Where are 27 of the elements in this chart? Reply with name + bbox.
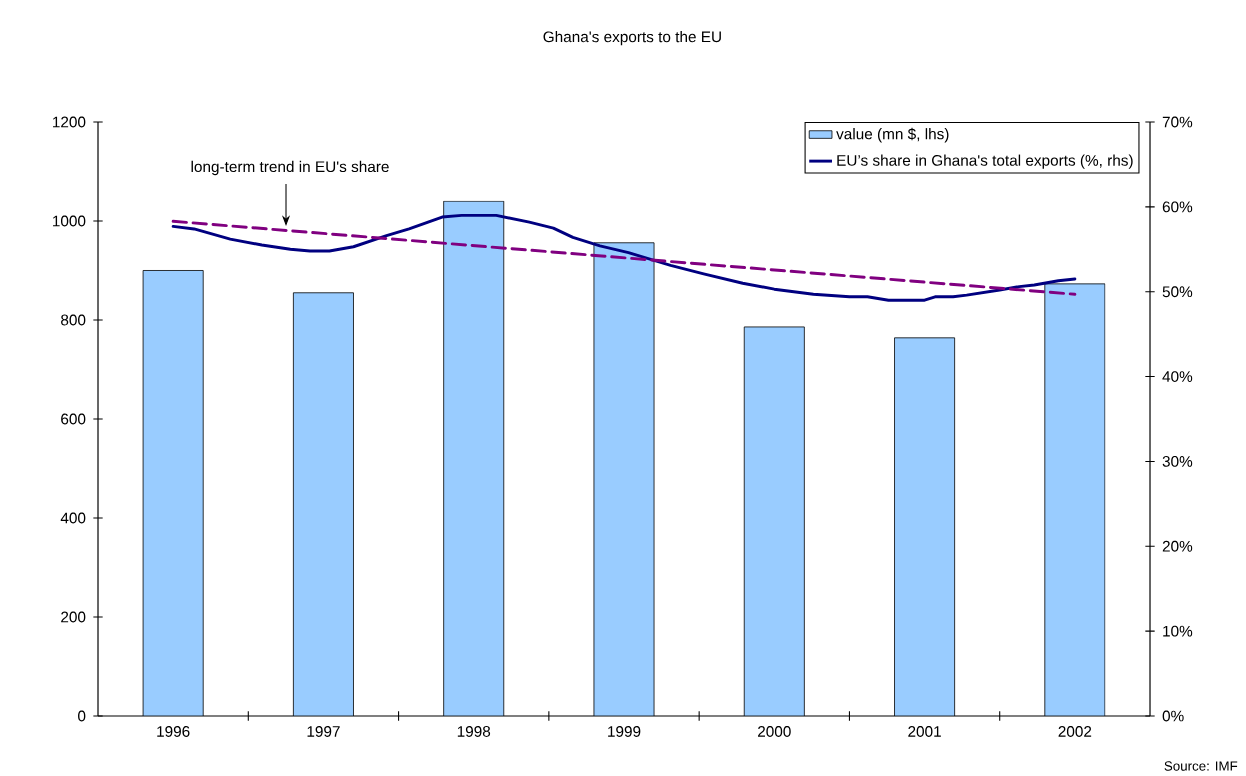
y2-tick-label: 40% (1162, 371, 1193, 382)
y2-tick-label: 60% (1162, 201, 1193, 213)
y2-tick-label: 30% (1162, 456, 1193, 467)
y2-tick-label: 20% (1162, 540, 1193, 552)
y-tick-label: 400 (60, 512, 86, 524)
chart-title: Ghana's exports to the EU (543, 31, 721, 46)
x-tick-label: 1996 (157, 726, 190, 737)
y-tick-label: 0 (78, 710, 86, 722)
y-tick-label: 800 (61, 314, 86, 326)
annotation: long-term trend in EU's share (191, 160, 389, 176)
y2-tick-label: 0% (1162, 710, 1184, 722)
x-tick-label: 2002 (1058, 726, 1092, 737)
y-tick-label: 1200 (53, 116, 86, 128)
source-note: Source: IMF (1164, 761, 1238, 771)
y2-tick-label: 70% (1162, 116, 1193, 128)
x-tick-label: 1998 (457, 726, 491, 737)
x-tick-label: 2001 (908, 726, 941, 737)
x-tick-label: 2000 (758, 726, 791, 737)
y2-tick-label: 10% (1163, 625, 1193, 637)
y-tick-label: 200 (61, 611, 86, 623)
legend-label: EU’s share in Ghana's total exports (%, rhs) (837, 154, 1133, 169)
x-tick-label: 1997 (307, 726, 340, 737)
y-tick-label: 600 (61, 413, 86, 425)
y2-tick-label: 50% (1162, 286, 1193, 298)
y-tick-label: 1000 (53, 215, 86, 227)
x-tick-label: 1999 (608, 726, 641, 737)
legend-label: value (mn $, lhs) (836, 127, 949, 143)
